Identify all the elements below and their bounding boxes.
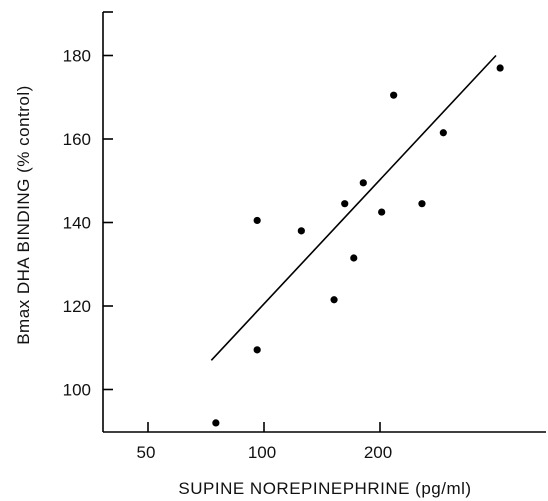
y-axis-label: Bmax DHA BINDING (% control) (14, 85, 33, 345)
y-tick-label: 100 (63, 381, 91, 400)
data-point (439, 129, 447, 137)
y-tick-label: 160 (63, 130, 91, 149)
data-point (330, 296, 338, 304)
ticks: 100 120 140 160 180 50 100 200 (63, 11, 392, 462)
data-point (212, 419, 220, 427)
data-point (390, 91, 398, 99)
data-point (350, 254, 358, 262)
y-tick-label: 180 (63, 47, 91, 66)
data-point (418, 200, 426, 208)
x-tick-label: 200 (364, 443, 392, 462)
x-axis-label: SUPINE NOREPINEPHRINE (pg/ml) (178, 479, 471, 498)
x-tick-label: 50 (137, 443, 156, 462)
data-point (253, 346, 261, 354)
data-point (297, 227, 305, 235)
y-tick-label: 120 (63, 297, 91, 316)
axes (102, 12, 546, 433)
data-point (359, 179, 367, 187)
regression-line (210, 54, 497, 361)
data-points (212, 64, 504, 427)
data-point (253, 216, 261, 225)
data-point (341, 200, 349, 208)
y-tick-label: 140 (63, 214, 91, 233)
data-point (378, 208, 386, 216)
x-tick-label: 100 (248, 443, 276, 462)
data-point (496, 64, 504, 72)
